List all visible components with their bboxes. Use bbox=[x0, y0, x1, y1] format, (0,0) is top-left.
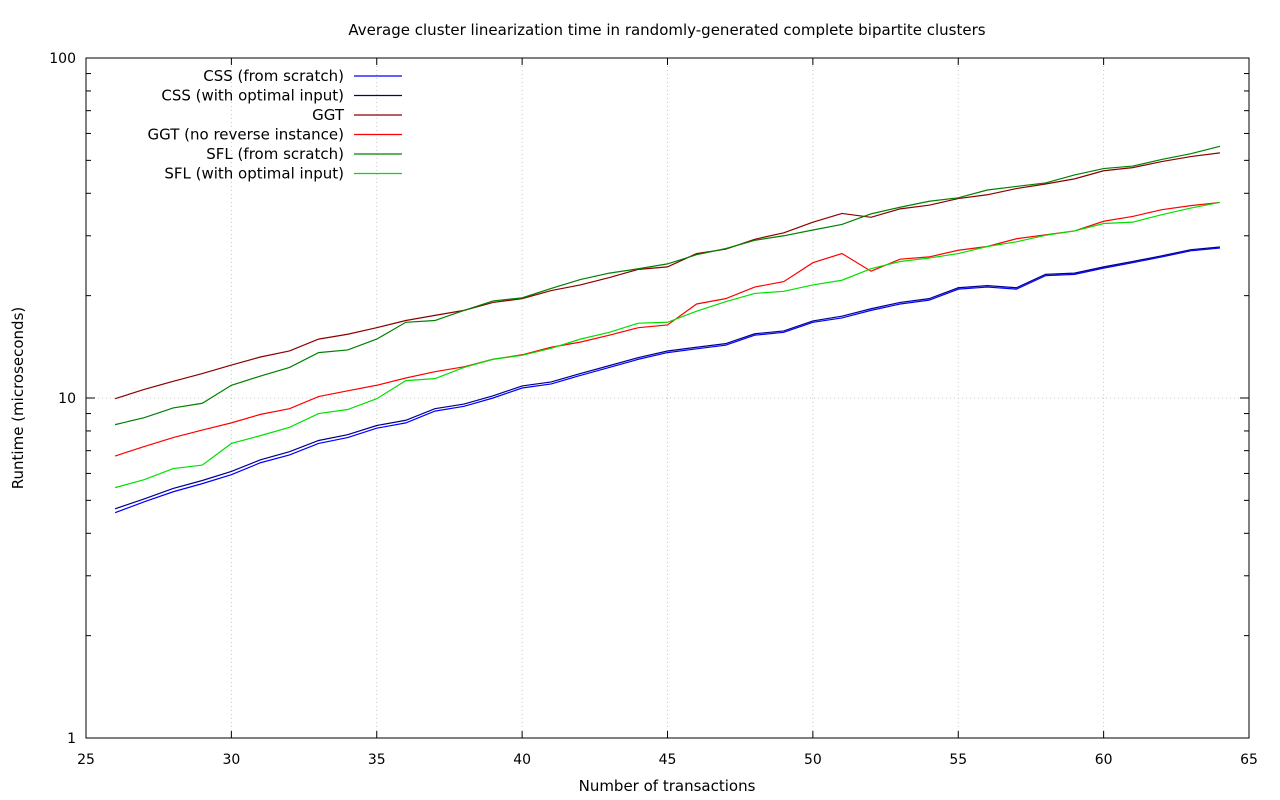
y-tick-label: 1 bbox=[67, 731, 76, 747]
series-line-5 bbox=[114, 145, 1221, 426]
chart-title: Average cluster linearization time in ra… bbox=[348, 21, 985, 39]
x-axis-label: Number of transactions bbox=[579, 777, 756, 795]
x-tick-label: 60 bbox=[1095, 752, 1113, 768]
x-tick-label: 30 bbox=[222, 752, 240, 768]
y-tick-label: 100 bbox=[49, 51, 76, 67]
grid-lines bbox=[86, 58, 1249, 738]
x-tick-label: 45 bbox=[659, 752, 677, 768]
x-tick-label: 35 bbox=[368, 752, 386, 768]
y-axis-label: Runtime (microseconds) bbox=[9, 307, 27, 489]
legend-label-2: CSS (with optimal input) bbox=[161, 87, 344, 105]
x-tick-label: 25 bbox=[77, 752, 95, 768]
series-line-1 bbox=[114, 247, 1220, 514]
series-line-2 bbox=[114, 246, 1220, 510]
legend: CSS (from scratch) CSS (with optimal inpu… bbox=[148, 67, 402, 183]
legend-label-4: GGT (no reverse instance) bbox=[148, 126, 345, 144]
x-tick-label: 50 bbox=[804, 752, 822, 768]
axis-ticks: 25 30 35 40 45 50 55 60 65 1 10 100 bbox=[49, 51, 1258, 768]
legend-label-5: SFL (from scratch) bbox=[206, 145, 344, 163]
legend-label-6: SFL (with optimal input) bbox=[164, 165, 344, 183]
series-line-6 bbox=[114, 201, 1221, 489]
x-tick-label: 40 bbox=[513, 752, 531, 768]
x-tick-label: 65 bbox=[1240, 752, 1258, 768]
x-tick-label: 55 bbox=[949, 752, 967, 768]
series-lines bbox=[114, 145, 1221, 514]
series-line-4 bbox=[114, 201, 1220, 457]
legend-label-3: GGT bbox=[312, 106, 345, 124]
y-tick-label: 10 bbox=[58, 391, 76, 407]
series-line-3 bbox=[114, 152, 1220, 400]
legend-label-1: CSS (from scratch) bbox=[203, 67, 344, 85]
